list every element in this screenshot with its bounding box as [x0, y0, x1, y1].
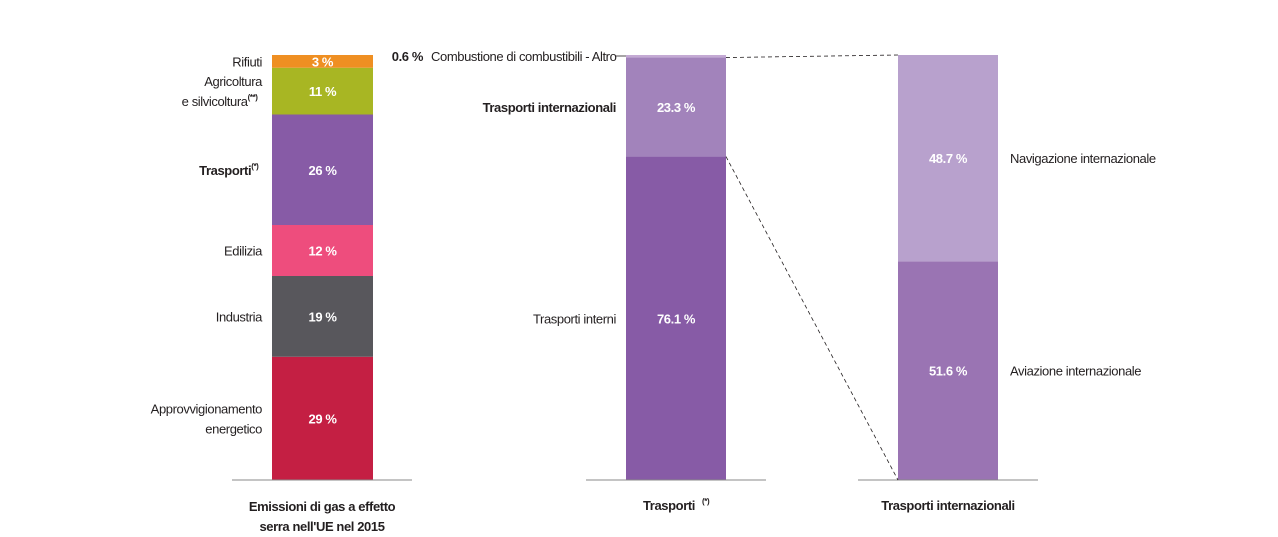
footnote-marker: (**)	[248, 93, 259, 102]
bar-segment	[272, 225, 373, 276]
bar-segment	[626, 156, 726, 480]
segment-label: Aviazione internazionale	[1010, 364, 1141, 379]
data-label: 29 %	[308, 411, 337, 426]
segment-label: Rifiuti	[232, 54, 262, 69]
data-label: 51.6 %	[929, 364, 968, 379]
category-label: Trasporti internazionali	[881, 498, 1014, 513]
data-label: 26 %	[308, 163, 337, 178]
segment-label: energetico	[205, 421, 262, 436]
category-label: Emissioni di gas a effetto serra nell'UE…	[248, 499, 396, 534]
bar-segment	[272, 276, 373, 357]
bar-segment	[626, 57, 726, 157]
connector-line	[725, 156, 899, 481]
data-label: 76.1 %	[657, 311, 696, 326]
data-label: 12 %	[308, 244, 337, 259]
segment-label: e silvicoltura	[182, 94, 249, 109]
category-label: Trasporti	[643, 498, 695, 513]
data-label: 48.7 %	[929, 151, 968, 166]
bar-segment	[272, 114, 373, 225]
segment-label: Agricoltura	[204, 74, 263, 89]
data-label: 23.3 %	[657, 100, 696, 115]
bar-segment	[898, 261, 998, 480]
data-label: 19 %	[308, 309, 337, 324]
footnote-marker: (*)	[702, 497, 710, 506]
footnote-marker: (*)	[251, 162, 259, 171]
bar-segment	[626, 55, 726, 58]
bar-segment	[272, 55, 373, 68]
segment-label: Approvvigionamento	[151, 401, 262, 416]
bar-segment	[272, 67, 373, 115]
data-label: 0.6 %	[392, 49, 424, 64]
data-label: 3 %	[312, 54, 334, 69]
segment-label: Trasporti internazionali	[483, 100, 616, 115]
data-label: 11 %	[309, 84, 337, 99]
connector-line	[725, 54, 899, 58]
segment-label: Navigazione internazionale	[1010, 151, 1156, 166]
bar-segment	[898, 55, 998, 262]
segment-label: Edilizia	[224, 244, 263, 259]
bar-segment	[272, 356, 373, 480]
segment-label: Combustione di combustibili - Altro	[431, 49, 617, 64]
segment-label: Industria	[216, 309, 263, 324]
segment-label: Trasporti interni	[533, 311, 617, 326]
segment-label: Trasporti	[199, 163, 251, 178]
